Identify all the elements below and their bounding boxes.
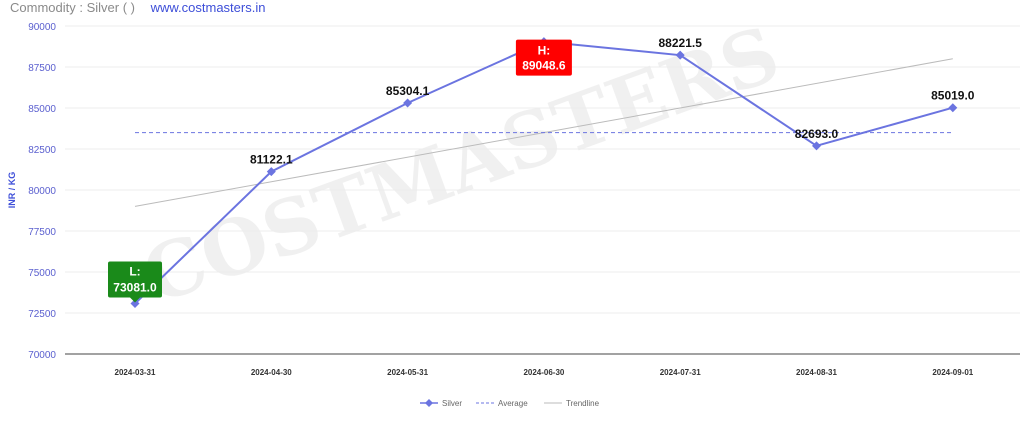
commodity-label: Commodity : Silver ( ) <box>10 0 135 15</box>
data-point-silver[interactable] <box>130 298 140 308</box>
y-tick-label: 90000 <box>28 22 56 33</box>
x-tick-label: 2024-04-30 <box>251 368 292 377</box>
y-tick-label: 87500 <box>28 63 56 74</box>
legend-label-average[interactable]: Average <box>498 399 528 408</box>
y-axis-label: INR / KG <box>7 172 17 209</box>
high-marker-value: 89048.6 <box>522 59 566 73</box>
data-point-silver[interactable] <box>403 98 413 108</box>
watermark-text: COSTMASTERS <box>132 9 791 321</box>
low-marker-value: 73081.0 <box>113 280 157 294</box>
y-tick-label: 85000 <box>28 104 56 115</box>
x-tick-label: 2024-09-01 <box>932 368 973 377</box>
chart-header: Commodity : Silver ( ) www.costmasters.i… <box>10 0 265 15</box>
y-tick-label: 75000 <box>28 268 56 279</box>
low-marker-box <box>108 261 162 298</box>
low-marker-pointer <box>130 297 140 303</box>
data-label: 82693.0 <box>795 127 839 141</box>
low-marker-label: L: <box>129 264 140 278</box>
y-tick-label: 72500 <box>28 309 56 320</box>
site-link[interactable]: www.costmasters.in <box>150 0 266 15</box>
high-marker-label: H: <box>538 44 551 58</box>
high-marker-box <box>515 39 572 76</box>
x-tick-label: 2024-03-31 <box>115 368 156 377</box>
y-tick-label: 77500 <box>28 227 56 238</box>
data-point-silver[interactable] <box>948 103 958 113</box>
data-label: 88221.5 <box>659 36 703 50</box>
data-label: 85304.1 <box>386 84 430 98</box>
data-label: 85019.0 <box>931 89 975 103</box>
y-tick-label: 80000 <box>28 186 56 197</box>
data-label: 81122.1 <box>250 153 293 167</box>
x-tick-label: 2024-08-31 <box>796 368 837 377</box>
data-point-silver[interactable] <box>812 141 821 151</box>
data-point-silver[interactable] <box>266 167 276 177</box>
x-tick-label: 2024-05-31 <box>387 368 428 377</box>
x-tick-label: 2024-06-30 <box>523 368 564 377</box>
legend-label-trendline[interactable]: Trendline <box>566 399 600 408</box>
x-tick-label: 2024-07-31 <box>660 368 701 377</box>
data-point-silver[interactable] <box>675 50 685 60</box>
legend-label-silver[interactable]: Silver <box>442 399 462 408</box>
y-tick-label: 70000 <box>28 350 56 361</box>
y-tick-label: 82500 <box>28 145 56 156</box>
legend-marker-silver <box>425 399 433 407</box>
